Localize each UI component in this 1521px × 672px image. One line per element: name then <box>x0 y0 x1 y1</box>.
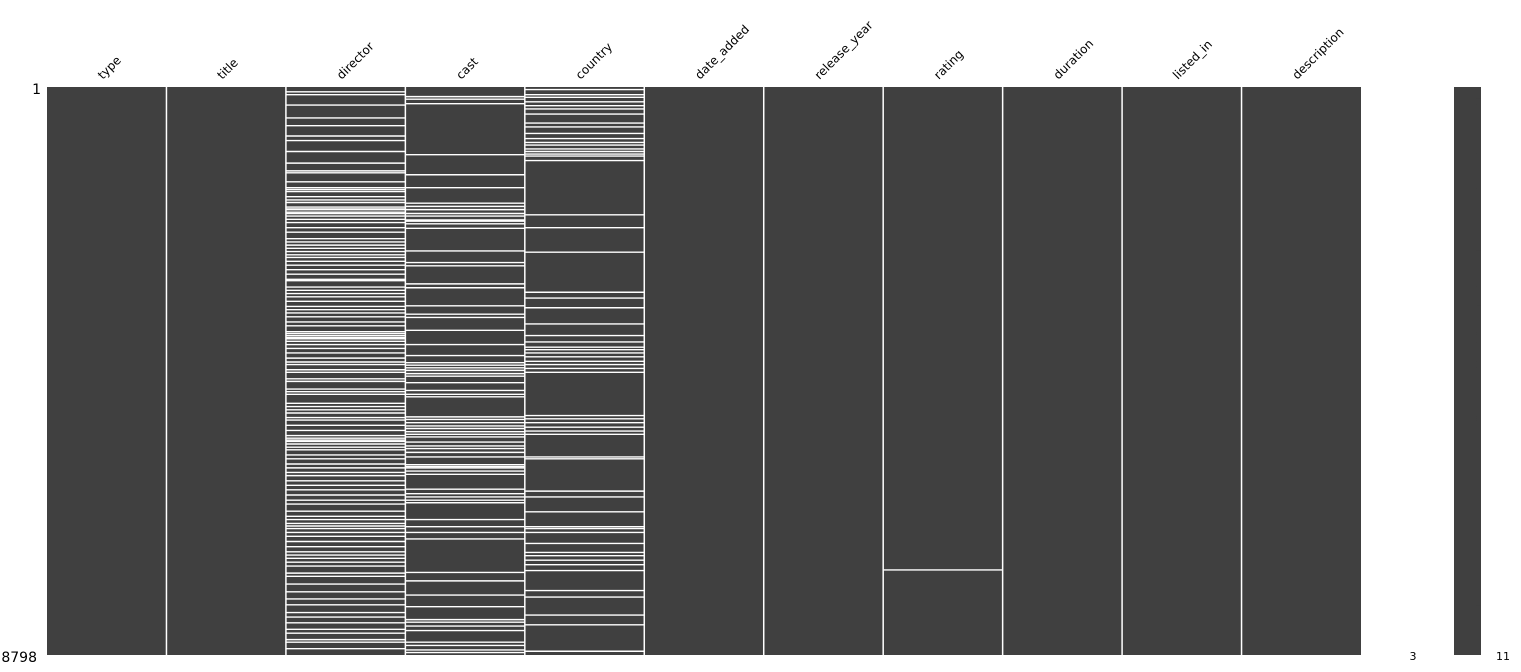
completeness-sparkline <box>1454 87 1481 655</box>
column-label-country: country <box>573 40 615 82</box>
column-label-date_added: date_added <box>692 22 752 82</box>
column-labels: type title director cast country date_added re… <box>95 18 1347 82</box>
column-label-cast: cast <box>453 54 481 82</box>
column-block-release_year <box>763 87 884 655</box>
column-block-country <box>524 87 645 655</box>
column-block-duration <box>1002 87 1123 655</box>
column-block-date_added <box>644 87 764 655</box>
column-block-listed_in <box>1122 87 1242 655</box>
column-label-listed_in: listed_in <box>1170 37 1215 82</box>
column-label-duration: duration <box>1051 37 1097 83</box>
column-label-type: type <box>95 53 124 82</box>
column-label-release_year: release_year <box>812 18 876 82</box>
column-block-title <box>166 87 286 655</box>
column-label-title: title <box>214 56 240 82</box>
column-block-description <box>1241 87 1361 655</box>
column-label-description: description <box>1289 25 1346 82</box>
column-label-rating: rating <box>931 47 966 82</box>
row-label-last: 8798 <box>1 650 37 666</box>
row-label-first: 1 <box>32 82 41 98</box>
column-block-rating <box>883 87 1003 655</box>
column-label-director: director <box>334 39 377 82</box>
nullity-matrix <box>47 87 1361 655</box>
column-block-type <box>47 87 167 655</box>
sparkline-min-label: 3 <box>1410 650 1417 663</box>
sparkline-max-label: 11 <box>1496 650 1510 663</box>
